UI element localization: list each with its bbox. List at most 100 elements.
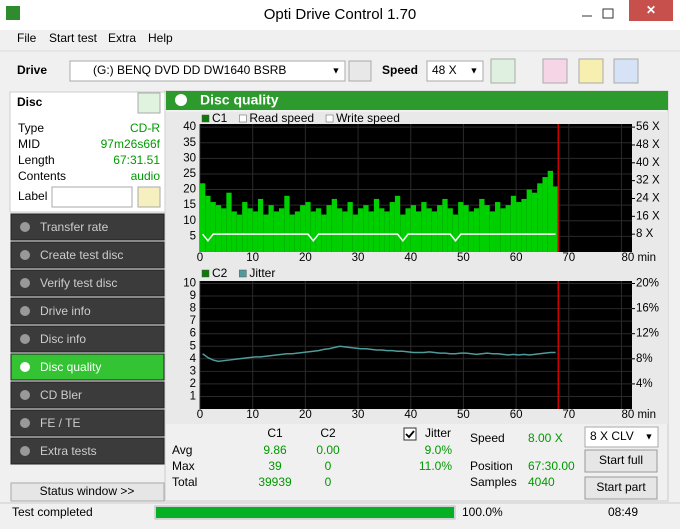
y2-tick-label: 32 X xyxy=(636,175,660,187)
erase-button[interactable] xyxy=(542,58,568,84)
bar xyxy=(205,195,211,252)
y-tick-label: 9 xyxy=(190,290,196,302)
dropdown-arrow: ▼ xyxy=(645,431,654,441)
dropdown-arrow: ▼ xyxy=(470,65,479,75)
bar xyxy=(437,205,443,252)
bar xyxy=(347,202,353,252)
y-tick-label: 7 xyxy=(190,315,196,327)
x-tick-label: 10 xyxy=(246,252,259,264)
status-text: Test completed xyxy=(12,505,93,519)
drive-value: (G:) BENQ DVD DD DW1640 BSRB xyxy=(93,63,286,77)
nav-button[interactable] xyxy=(10,409,165,437)
bar xyxy=(484,205,490,252)
nav-button[interactable] xyxy=(10,353,165,381)
bar xyxy=(426,208,432,252)
save-button[interactable] xyxy=(613,58,639,84)
bar xyxy=(379,208,385,252)
nav-label: Disc info xyxy=(40,332,86,346)
bar xyxy=(495,202,501,252)
y-tick-label: 35 xyxy=(183,137,196,149)
bar xyxy=(479,198,485,252)
nav-button[interactable] xyxy=(10,437,165,465)
menu-item[interactable]: Extra xyxy=(108,31,136,45)
nav-button[interactable] xyxy=(10,381,165,409)
y-tick-label: 10 xyxy=(183,215,196,227)
eject-button[interactable] xyxy=(348,60,372,82)
drive-select[interactable] xyxy=(69,60,346,82)
start-full-button[interactable] xyxy=(584,449,658,473)
bar xyxy=(400,214,406,252)
bar xyxy=(352,214,359,252)
menu-item[interactable]: File xyxy=(17,31,37,45)
bar xyxy=(247,208,253,252)
field-label: Contents xyxy=(18,169,66,183)
nav-icon xyxy=(20,334,30,344)
y-tick-label: 3 xyxy=(190,365,196,377)
bar xyxy=(310,211,316,252)
bar xyxy=(473,208,480,252)
y2-tick-label: 48 X xyxy=(636,139,660,151)
status-window-button[interactable] xyxy=(10,482,165,502)
nav-icon xyxy=(20,418,30,428)
nav-button[interactable] xyxy=(10,241,165,269)
info-value: 4040 xyxy=(528,475,555,489)
nav-button[interactable] xyxy=(10,269,165,297)
disc-refresh[interactable] xyxy=(137,92,161,114)
start-part-button[interactable] xyxy=(584,476,658,500)
line xyxy=(202,233,556,243)
bar xyxy=(516,202,522,252)
y2-tick-label: 24 X xyxy=(636,193,660,205)
bar xyxy=(321,214,327,252)
y2-tick-label: 56 X xyxy=(636,121,660,133)
bar xyxy=(289,214,295,252)
close[interactable] xyxy=(629,0,673,21)
y-tick-label: 1 xyxy=(190,390,196,402)
progress-label: 100.0% xyxy=(462,505,503,519)
bar xyxy=(521,198,527,252)
header-icon xyxy=(175,94,187,106)
y2-tick-label: 8 X xyxy=(636,228,654,240)
y2-tick-label: 8% xyxy=(636,353,653,365)
y-tick-label: 25 xyxy=(183,168,196,180)
bar xyxy=(273,211,280,252)
label-field-label: Label xyxy=(18,189,47,203)
bar xyxy=(405,208,411,252)
bar xyxy=(542,177,548,252)
label-button[interactable] xyxy=(137,186,161,208)
nav-button[interactable] xyxy=(10,213,165,241)
legend-swatch xyxy=(239,269,247,278)
x-tick-label: 70 xyxy=(562,252,575,264)
status-time: 08:49 xyxy=(608,505,638,519)
bar xyxy=(537,183,543,252)
nav-button[interactable] xyxy=(10,297,165,325)
nav-button[interactable] xyxy=(10,325,165,353)
legend-swatch xyxy=(201,269,210,278)
bar xyxy=(368,211,374,252)
refresh-button[interactable] xyxy=(490,58,516,84)
stat-value: 39 xyxy=(268,459,282,473)
speed-select[interactable] xyxy=(426,60,484,82)
check xyxy=(405,430,415,439)
nav-icon xyxy=(20,390,30,400)
row-label: Total xyxy=(172,475,197,489)
x-tick-label: 60 xyxy=(510,409,523,421)
row-label: Max xyxy=(172,459,195,473)
bar xyxy=(510,195,517,252)
menu-item[interactable]: Start test xyxy=(49,31,98,45)
status-window-label: Status window >> xyxy=(40,484,135,498)
info-label: Position xyxy=(470,459,513,473)
x-tick-label: 80 min xyxy=(621,252,656,264)
settings-button[interactable] xyxy=(578,58,604,84)
jitter-checkbox[interactable] xyxy=(403,427,417,441)
col-header: C2 xyxy=(320,426,336,440)
mode-select[interactable] xyxy=(584,426,659,448)
x-tick-label: 70 xyxy=(562,409,575,421)
nav-label: Drive info xyxy=(40,304,91,318)
maximize[interactable] xyxy=(602,8,614,19)
field-label: Type xyxy=(18,121,44,135)
menu-item[interactable]: Help xyxy=(148,31,173,45)
bar xyxy=(336,208,343,252)
label-input[interactable] xyxy=(51,186,133,208)
